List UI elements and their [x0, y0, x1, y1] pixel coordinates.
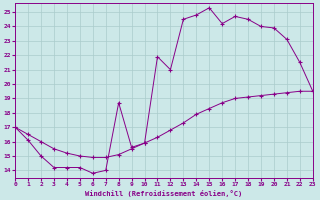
X-axis label: Windchill (Refroidissement éolien,°C): Windchill (Refroidissement éolien,°C) — [85, 190, 243, 197]
